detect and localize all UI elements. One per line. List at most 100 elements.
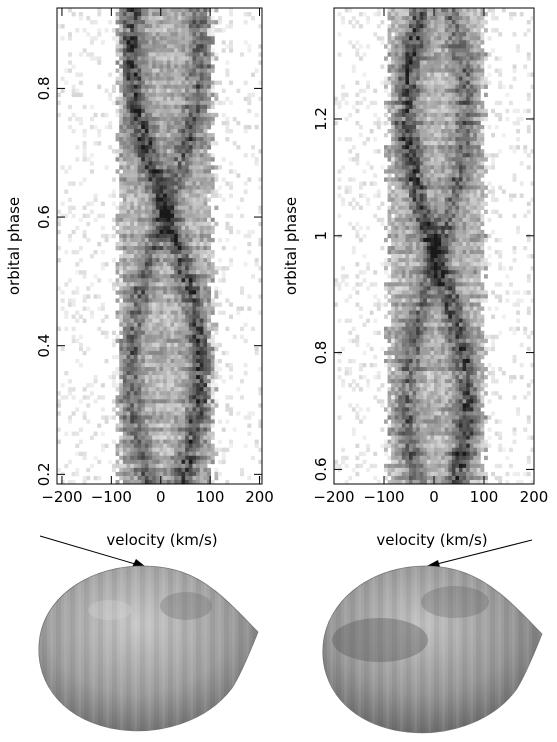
heatmap-cell xyxy=(130,371,135,376)
heatmap-cell xyxy=(119,64,124,69)
heatmap-cell xyxy=(163,28,168,33)
heatmap-cell xyxy=(115,246,120,251)
heatmap-cell xyxy=(405,120,410,126)
heatmap-cell xyxy=(398,16,403,21)
heatmap-cell xyxy=(225,225,230,231)
heatmap-cell xyxy=(196,177,201,182)
heatmap-cell xyxy=(185,371,190,376)
heatmap-cell xyxy=(203,334,208,340)
heatmap-cell xyxy=(133,342,138,348)
heatmap-cell xyxy=(188,177,193,182)
heatmap-cell xyxy=(152,262,157,267)
heatmap-cell xyxy=(210,52,215,57)
heatmap-cell xyxy=(133,383,138,388)
heatmap-cell xyxy=(480,56,485,61)
heatmap-cell xyxy=(144,189,149,194)
heatmap-cell xyxy=(459,165,463,170)
heatmap-cell xyxy=(144,217,149,223)
heatmap-cell xyxy=(67,124,72,130)
heatmap-cell xyxy=(466,108,471,114)
heatmap-cell xyxy=(207,407,212,412)
heatmap-cell xyxy=(188,149,193,154)
heatmap-cell xyxy=(100,262,105,267)
heatmap-cell xyxy=(423,161,428,166)
heatmap-cell xyxy=(254,124,259,130)
heatmap-cell xyxy=(401,165,406,170)
heatmap-cell xyxy=(111,193,116,198)
heatmap-cell xyxy=(155,391,160,396)
heatmap-cell xyxy=(174,100,179,106)
heatmap-cell xyxy=(144,12,149,17)
heatmap-cell xyxy=(243,20,248,25)
heatmap-cell xyxy=(185,177,190,182)
heatmap-cell xyxy=(115,338,120,344)
heatmap-cell xyxy=(97,28,102,33)
heatmap-cell xyxy=(192,391,197,396)
heatmap-cell xyxy=(437,84,442,89)
heatmap-cell xyxy=(384,100,388,106)
heatmap-cell xyxy=(416,120,421,126)
heatmap-cell xyxy=(71,290,76,295)
heatmap-cell xyxy=(351,64,356,69)
heatmap-cell xyxy=(476,64,481,69)
heatmap-cell xyxy=(155,431,160,436)
heatmap-cell xyxy=(89,169,94,174)
heatmap-cell xyxy=(419,44,424,49)
heatmap-cell xyxy=(509,16,513,21)
heatmap-cell xyxy=(188,145,193,150)
heatmap-cell xyxy=(174,229,179,235)
heatmap-cell xyxy=(133,395,138,400)
heatmap-cell xyxy=(199,213,204,219)
heatmap-cell xyxy=(163,306,168,311)
heatmap-cell xyxy=(148,149,153,154)
heatmap-cell xyxy=(419,100,424,106)
heatmap-cell xyxy=(199,68,204,73)
heatmap-cell xyxy=(192,88,197,94)
heatmap-cell xyxy=(207,294,212,299)
heatmap-cell xyxy=(409,84,413,89)
heatmap-cell xyxy=(144,286,149,291)
heatmap-cell xyxy=(423,36,428,41)
heatmap-cell xyxy=(177,161,182,166)
heatmap-cell xyxy=(459,116,463,122)
heatmap-cell xyxy=(148,306,153,311)
heatmap-cell xyxy=(430,20,435,25)
heatmap-cell xyxy=(126,124,131,130)
heatmap-cell xyxy=(122,250,127,255)
heatmap-cell xyxy=(462,44,467,49)
heatmap-cell xyxy=(469,36,474,41)
heatmap-cell xyxy=(170,145,175,150)
heatmap-cell xyxy=(126,415,131,420)
heatmap-cell xyxy=(218,237,223,243)
heatmap-cell xyxy=(430,36,435,41)
heatmap-cell xyxy=(177,88,182,94)
heatmap-cell xyxy=(387,165,392,170)
heatmap-cell xyxy=(207,258,212,263)
heatmap-cell xyxy=(401,64,406,69)
heatmap-cell xyxy=(163,379,168,384)
heatmap-cell xyxy=(115,157,120,162)
heatmap-cell xyxy=(512,12,517,17)
heatmap-cell xyxy=(166,48,171,53)
heatmap-cell xyxy=(398,116,403,122)
heatmap-cell xyxy=(137,306,142,311)
heatmap-cell xyxy=(185,342,190,348)
heatmap-cell xyxy=(170,455,175,461)
heatmap-cell xyxy=(78,52,83,57)
heatmap-cell xyxy=(177,391,182,396)
heatmap-cell xyxy=(163,427,168,432)
heatmap-cell xyxy=(170,266,175,271)
heatmap-cell xyxy=(141,455,146,461)
heatmap-cell xyxy=(487,72,492,77)
heatmap-cell xyxy=(229,169,234,174)
heatmap-cell xyxy=(225,403,230,408)
heatmap-cell xyxy=(455,36,460,41)
heatmap-cell xyxy=(86,237,91,243)
heatmap-cell xyxy=(152,213,157,219)
heatmap-cell xyxy=(426,16,431,21)
heatmap-cell xyxy=(199,64,204,69)
heatmap-cell xyxy=(144,371,149,376)
heatmap-cell xyxy=(159,104,164,110)
heatmap-cell xyxy=(166,44,171,49)
heatmap-cell xyxy=(185,116,190,122)
